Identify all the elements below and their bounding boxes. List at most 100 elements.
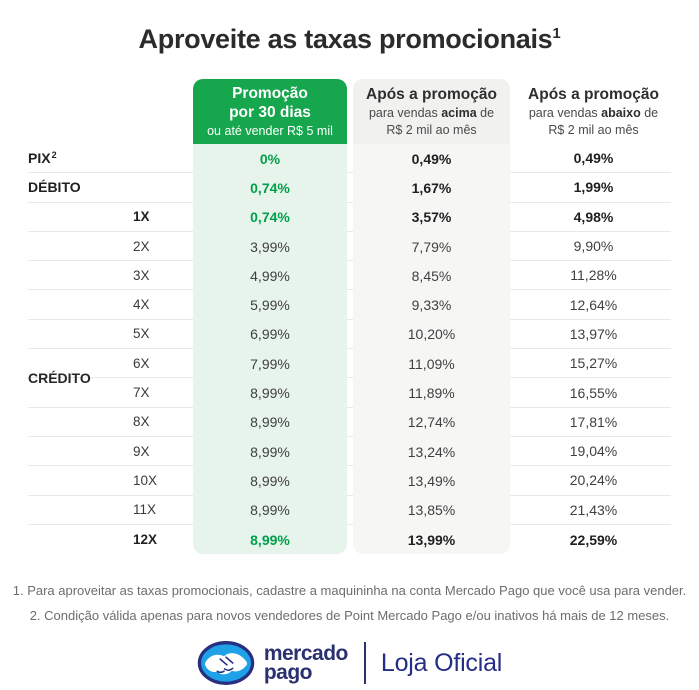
column-gap [347,144,353,174]
above-header-line3: R$ 2 mil ao mês [386,123,477,137]
footnote-1: 1. Para aproveitar as taxas promocionais… [12,583,687,599]
page-title-superscript: 1 [552,25,561,42]
installment-label [133,144,193,174]
table-body: PIX 2 0% 0,49% 0,49% DÉBITO 0,74% 1,67% 1,99% 1X 0… [28,144,671,555]
rate-row-credito-10x: 10X 8,99% 13,49% 20,24% [28,466,671,496]
below-rate-value: 12,64% [516,290,671,320]
column-gap [347,173,353,203]
column-gap [510,496,516,525]
column-gap [347,349,353,379]
wordmark-line2: pago [263,661,313,685]
promo-rate-value: 7,99% [193,349,347,379]
header-spacer [28,79,193,144]
below-rate-value: 11,28% [516,261,671,291]
above-rate-value: 13,49% [353,466,510,496]
below-header-line2: para vendas abaixo de [528,106,659,120]
promo-rate-value: 8,99% [193,378,347,408]
below-rate-value: 20,24% [516,466,671,496]
column-gap [510,320,516,350]
above-rate-value: 1,67% [353,173,510,203]
promo-rate-value: 4,99% [193,261,347,291]
page-title: Aproveite as taxas promocionais1 [0,0,699,55]
mercado-pago-wordmark: mercado pago [263,643,349,685]
rate-row-credito-7x: 7X 8,99% 11,89% 16,55% [28,378,671,408]
row-group-credito: CRÉDITO [28,370,91,386]
column-gap [347,320,353,350]
above-column-header: Após a promoção para vendas acima de R$ … [353,79,510,144]
column-gap [510,203,516,232]
row-group-label: PIX 2 [28,144,133,174]
row-group-label [28,261,133,291]
installment-label: 12X [133,532,158,547]
rate-row-credito-6x: 6X 7,99% 11,09% 15,27% [28,349,671,379]
footnote-2: 2. Condição válida apenas para novos ven… [29,607,670,623]
column-gap [510,173,516,203]
installment-label: 11X [133,496,193,525]
below-rate-value: 16,55% [516,378,671,408]
below-rate-value: 15,27% [516,349,671,379]
below-rate-value: 4,98% [516,203,671,232]
below-rate-value: 21,43% [516,496,671,525]
column-gap [347,232,353,262]
promo-rate-value: 5,99% [193,290,347,320]
promo-rate-value: 0,74% [193,202,347,232]
rate-row-debito: DÉBITO 0,74% 1,67% 1,99% [28,173,671,203]
row-group-label [28,525,133,554]
promo-header-line3: ou até vender R$ 5 mil [207,124,333,138]
below-column-header: Após a promoção para vendas abaixo de R$… [516,79,671,144]
above-rate-value: 11,09% [353,349,510,379]
promo-rate-value: 8,99% [193,407,347,437]
column-gap [347,408,353,437]
installment-label: 9X [133,437,193,467]
promo-header-line2: por 30 dias [229,104,311,121]
below-rate-value: 22,59% [569,531,618,548]
installment-label: 3X [133,261,193,291]
column-gap [347,261,353,291]
row-group-label [28,349,133,379]
row-group-label [28,290,133,320]
installment-label: 2X [133,232,193,262]
below-header-line1: Após a promoção [528,86,659,103]
above-rate-value: 12,74% [353,407,510,437]
installment-label: 4X [133,290,193,320]
rate-row-credito-1x: 1X 0,74% 3,57% 4,98% [28,202,671,232]
column-gap [347,437,353,467]
promo-rate-value: 8,99% [193,436,347,467]
promo-column-header: Promoção por 30 dias ou até vender R$ 5 … [193,79,347,144]
installment-label: 8X [133,408,193,437]
promo-rate-value: 3,99% [193,231,347,262]
below-rate-value: 13,97% [516,320,671,350]
footnotes: 1. Para aproveitar as taxas promocionais… [0,579,699,628]
rate-row-credito-2x: 2X 3,99% 7,79% 9,90% [28,231,671,262]
column-gap [510,261,516,291]
above-rate-value: 8,45% [353,261,510,291]
rate-row-credito-4x: 4X 5,99% 9,33% 12,64% [28,290,671,320]
row-group-label [28,320,133,350]
row-group-label [28,378,133,408]
row-group-label [28,466,133,496]
brand-footer: mercado pago Loja Oficial [0,640,699,686]
column-gap [510,437,516,467]
column-gap [347,203,353,232]
promo-rate-value: 8,99% [193,495,347,525]
column-gap [347,290,353,320]
promo-rate-value: 8,99% [193,466,347,496]
row-group-label: DÉBITO [28,173,133,203]
above-rate-value: 3,57% [353,202,510,232]
column-gap [510,232,516,262]
installment-label: 6X [133,349,193,379]
rate-row-credito-9x: 9X 8,99% 13,24% 19,04% [28,436,671,467]
row-group-label [28,408,133,437]
rate-row-credito-11x: 11X 8,99% 13,85% 21,43% [28,495,671,525]
below-rate-value: 19,04% [516,437,671,467]
above-rate-value: 11,89% [353,378,510,408]
installment-label [133,173,193,203]
page-title-text: Aproveite as taxas promocionais [138,24,553,54]
installment-label: 7X [133,378,193,408]
installment-label: 1X [133,203,193,232]
above-rate-value: 13,24% [353,436,510,467]
column-gap [510,349,516,379]
row-group-label [28,496,133,525]
installment-label: 5X [133,320,193,350]
